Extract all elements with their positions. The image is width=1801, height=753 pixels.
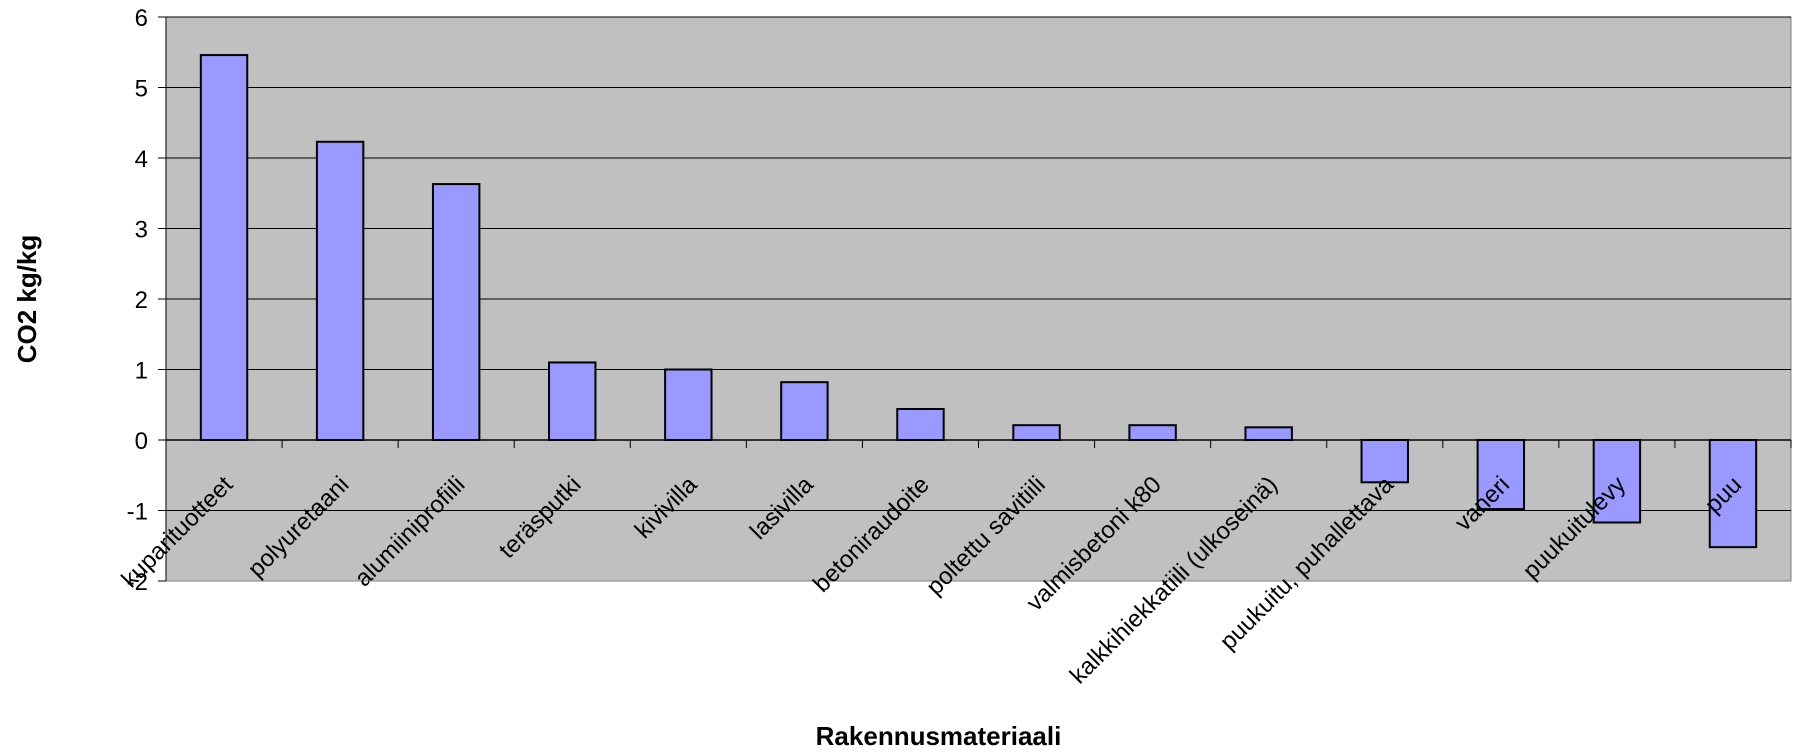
- bar: [1360, 439, 1409, 484]
- bar: [315, 140, 365, 441]
- y-axis-title: CO2 kg/kg: [12, 235, 42, 364]
- bar: [1012, 424, 1061, 442]
- y-tick-label: 0: [135, 428, 148, 455]
- y-tick-label: 6: [135, 5, 148, 32]
- bar: [1244, 426, 1293, 441]
- bar: [896, 407, 945, 442]
- bar: [1128, 424, 1177, 442]
- bar-series: [199, 54, 1758, 549]
- bar: [664, 368, 713, 441]
- bar: [1708, 439, 1758, 549]
- y-tick-label: 3: [135, 217, 148, 244]
- y-tick-label: -2: [127, 569, 148, 596]
- y-tick-label: 4: [135, 146, 148, 173]
- bar: [199, 54, 249, 441]
- y-axis-ticks: -2 -1 0 1 2 3 4 5 6: [127, 5, 166, 596]
- bar: [1476, 439, 1526, 511]
- bar: [431, 183, 481, 441]
- bar: [548, 361, 597, 442]
- y-tick-label: 2: [135, 287, 148, 314]
- y-tick-label: 1: [135, 358, 148, 385]
- bar: [780, 381, 829, 442]
- x-axis-title: Rakennusmateriaali: [816, 721, 1062, 751]
- y-tick-label: 5: [135, 76, 148, 103]
- y-tick-label: -1: [127, 499, 148, 526]
